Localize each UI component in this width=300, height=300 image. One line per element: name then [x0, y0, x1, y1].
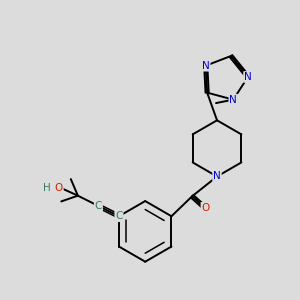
Text: C: C [95, 201, 102, 211]
Text: N: N [230, 94, 237, 105]
Text: O: O [201, 203, 210, 213]
Text: N: N [244, 72, 252, 82]
Text: C: C [115, 211, 123, 221]
Text: H: H [43, 183, 51, 193]
Text: O: O [55, 183, 63, 193]
Text: N: N [213, 172, 221, 182]
Text: N: N [202, 61, 210, 71]
